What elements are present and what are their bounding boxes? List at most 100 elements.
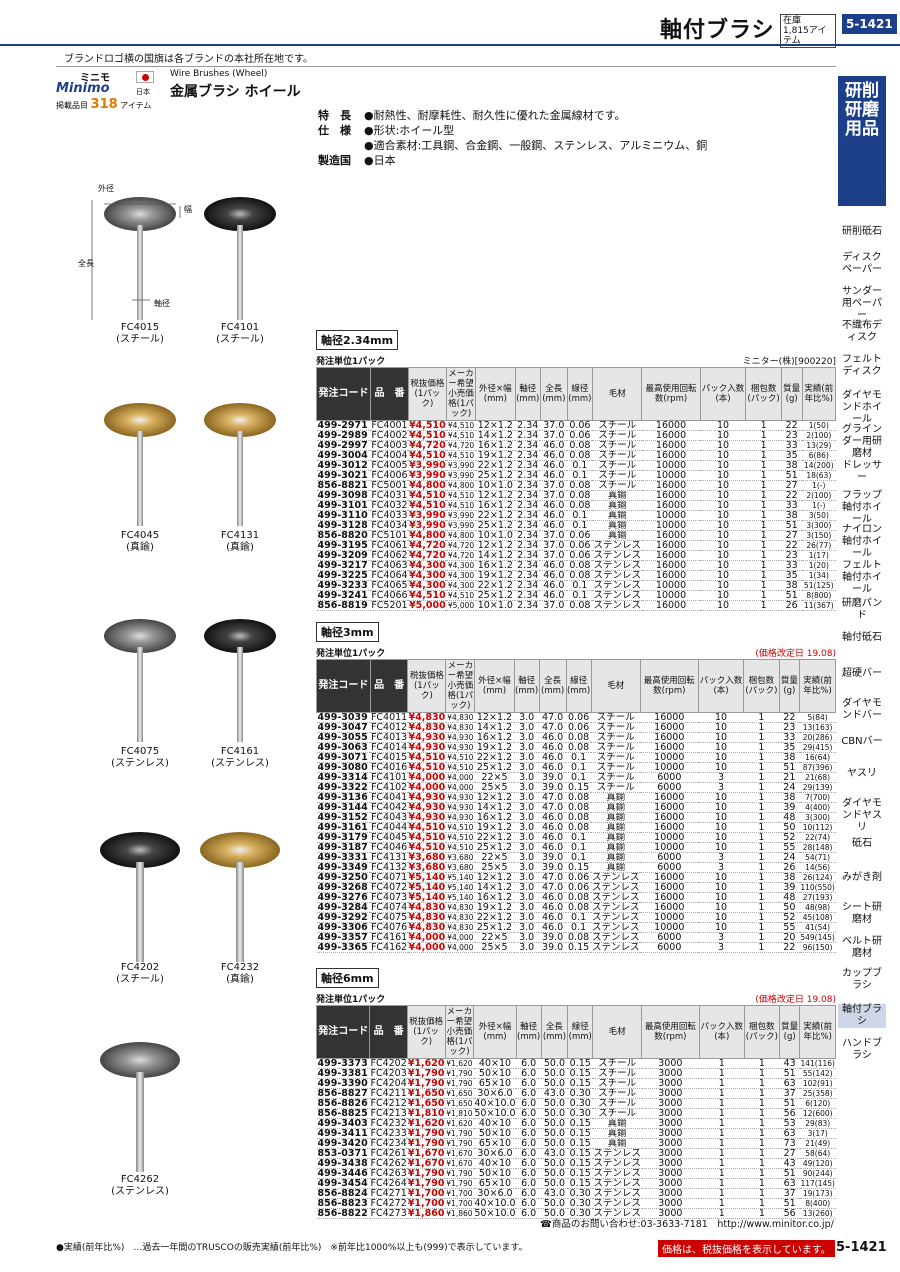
category-item[interactable]: ディスクペーパー (842, 252, 882, 275)
brush-image-fc4101 (204, 197, 276, 320)
table-cell: 1 (743, 742, 779, 753)
table-cell: 499-3403 (316, 1118, 370, 1129)
table-cell: 6.0 (516, 1208, 542, 1219)
category-item[interactable]: シート研磨材 (842, 902, 882, 925)
table-cell: 13(163) (799, 722, 836, 733)
table-cell: 499-2971 (316, 420, 371, 431)
table-cell: 46.0 (539, 842, 567, 853)
table-cell: 10 (700, 590, 746, 601)
category-item[interactable]: ダイヤモンドヤスリ (842, 798, 882, 833)
table-cell: 50×10 (473, 1128, 517, 1139)
footer-page-number: 5-1421 (836, 1240, 887, 1255)
table-cell: 73 (779, 1138, 800, 1149)
category-item[interactable]: ダイヤモンドバー (842, 698, 882, 721)
table-cell: 3000 (641, 1058, 700, 1069)
table-cell: スチール (592, 1088, 642, 1099)
table-cell: ¥4,830 (407, 712, 446, 723)
table-cell: ¥4,830 (407, 902, 446, 913)
table-cell: 6(86) (802, 450, 836, 461)
table-cell: 14(56) (799, 862, 836, 873)
table-cell: ¥4,830 (445, 922, 475, 933)
table-cell: 0.15 (567, 1138, 593, 1149)
category-item[interactable]: カップブラシ (842, 968, 882, 991)
category-item[interactable]: 不織布ディスク (842, 320, 882, 343)
table-cell: FC4005 (370, 460, 409, 471)
table-cell: 3.0 (514, 802, 540, 813)
category-item[interactable]: 砥石 (852, 838, 872, 849)
page-number: 5-1421 (842, 14, 897, 34)
image-caption: FC4161 (ステンレス) (211, 746, 269, 769)
table-cell: 51 (779, 1068, 800, 1079)
table-cell: 1 (743, 922, 779, 933)
table-cell: 10000 (640, 912, 699, 923)
table-cell: 0.1 (566, 752, 592, 763)
table-cell: 1 (743, 892, 779, 903)
column-header: 全長(mm) (539, 367, 568, 421)
column-header: 外径×幅(mm) (474, 659, 515, 713)
category-item[interactable]: 研削砥石 (842, 226, 882, 237)
table-cell: 2.34 (515, 480, 541, 491)
table-cell: ¥1,700 (407, 1188, 446, 1199)
table-cell: FC5101 (370, 530, 409, 541)
table-cell: 0.08 (567, 440, 593, 451)
table-cell: 0.08 (566, 792, 592, 803)
table-cell: 16000 (640, 872, 699, 883)
table-cell: 10(112) (799, 822, 836, 833)
category-item[interactable]: 軸付ブラシ (838, 1004, 886, 1028)
table-cell: 39.0 (539, 852, 567, 863)
category-item[interactable]: ダイヤモンドホイール (842, 390, 882, 425)
table-cell: ¥4,300 (408, 580, 447, 591)
table-cell: 22 (781, 540, 803, 551)
table-cell: 499-3365 (316, 942, 371, 953)
table-cell: FC4073 (370, 892, 408, 903)
table-cell: 10 (700, 570, 746, 581)
table-cell: 2.34 (515, 550, 541, 561)
table-cell: ¥1,810 (445, 1108, 474, 1119)
table-cell: 43 (779, 1158, 800, 1169)
table-cell: 27 (781, 480, 803, 491)
table-cell: ステンレス (592, 570, 642, 581)
table-cell: ¥1,790 (445, 1068, 474, 1079)
table-cell: 真鍮 (591, 812, 641, 823)
table-cell: ¥4,930 (445, 742, 475, 753)
column-header: 毛材 (590, 659, 641, 713)
category-item[interactable]: ハンドブラシ (842, 1038, 882, 1061)
table-cell: 10 (698, 762, 744, 773)
table-cell: 6.0 (516, 1118, 542, 1129)
table-cell: 39 (779, 882, 800, 893)
table-cell: ¥1,810 (407, 1108, 446, 1119)
table-cell: 0.15 (567, 1158, 593, 1169)
category-item[interactable]: ヤスリ (847, 768, 877, 779)
category-item[interactable]: CBNバー (841, 736, 883, 747)
category-item[interactable]: 軸付砥石 (842, 632, 882, 643)
category-item[interactable]: グラインダー用研磨材 (842, 424, 882, 459)
category-item[interactable]: フェルトディスク (842, 354, 882, 377)
category-item[interactable]: フェルト軸付ホイール (842, 560, 882, 595)
spec-table: 発注コード品 番税抜価格(1パック) メーカー希望小売価格(1パック) 外径×幅(m… (315, 367, 837, 611)
category-item[interactable]: 超硬バー (842, 668, 882, 679)
table-cell: 1 (743, 772, 779, 783)
table-cell: 19×1.2 (475, 450, 516, 461)
category-item[interactable]: ナイロン軸付ホイール (842, 524, 882, 559)
table-cell: 2.34 (515, 600, 541, 611)
table-cell: ¥1,650 (407, 1098, 446, 1109)
category-item[interactable]: ドレッサー (842, 460, 882, 483)
category-item[interactable]: サンダー用ペーパー (842, 286, 882, 321)
category-item[interactable]: フラップ軸付ホイール (842, 490, 882, 525)
table-cell: FC4065 (370, 580, 409, 591)
table-cell: 10000 (640, 832, 699, 843)
table-cell: ステンレス (592, 590, 642, 601)
column-header: 線径(mm) (566, 367, 593, 421)
column-header: 品 番 (370, 367, 409, 421)
table-row: 499-3381 FC4203 ¥1,790 ¥1,790 50×10 6.0 50.0 0.… (316, 1068, 836, 1079)
table-cell: ¥4,300 (446, 560, 476, 571)
brush-image-fc4131 (204, 403, 276, 526)
category-item[interactable]: 研磨パンド (841, 598, 883, 621)
table-cell: 1(-) (802, 480, 836, 491)
table-cell: 19×1.2 (474, 822, 515, 833)
table-cell: 46.0 (540, 520, 568, 531)
table-row: 499-3039 FC4011 ¥4,830 ¥4,830 12×1.2 3.0 47.0 0… (316, 712, 836, 723)
table-cell: 499-3306 (316, 922, 371, 933)
category-item[interactable]: みがき剤 (842, 872, 882, 883)
category-item[interactable]: ベルト研磨材 (842, 936, 882, 959)
